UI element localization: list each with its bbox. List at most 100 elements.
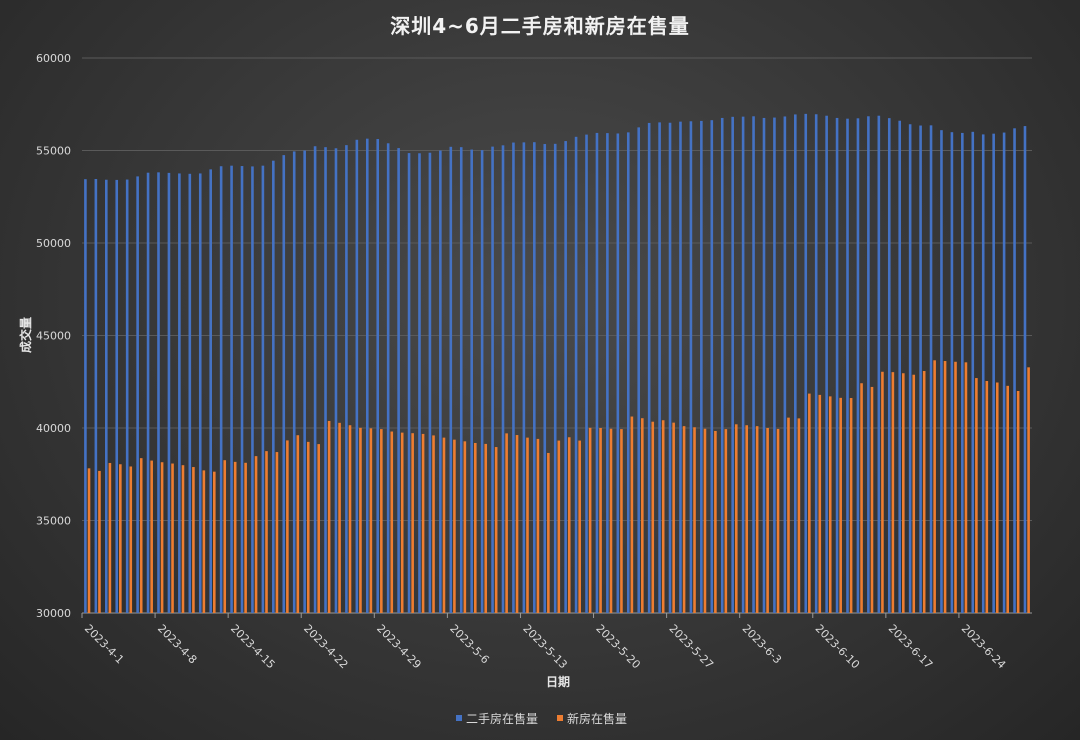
bar-second-hand (898, 120, 902, 613)
bar-second-hand (595, 132, 599, 614)
x-tick-label: 2023-6-17 (886, 622, 935, 671)
bar-second-hand (449, 146, 453, 614)
bar-new-house (536, 438, 540, 613)
bar-second-hand (459, 147, 463, 614)
bar-second-hand (282, 155, 286, 613)
bar-second-hand (720, 117, 724, 613)
y-axis: 30000 35000 40000 45000 50000 55000 60000 (36, 52, 71, 620)
bar-second-hand (251, 166, 254, 613)
bar-second-hand (877, 115, 881, 613)
bar-new-house (745, 425, 749, 613)
x-tick-label: 2023-6-3 (740, 622, 785, 667)
bar-second-hand (585, 134, 588, 613)
y-tick-label: 55000 (36, 145, 71, 158)
bar-second-hand (272, 160, 275, 614)
bar-second-hand (125, 179, 129, 614)
chart-title: 深圳4~6月二手房和新房在售量 (390, 14, 690, 38)
bar-second-hand (146, 172, 150, 613)
bar-new-house (400, 432, 404, 613)
bar-new-house (181, 465, 185, 613)
bar-new-house (306, 441, 310, 613)
x-tick-label: 2023-5-27 (666, 622, 715, 671)
bar-second-hand (104, 179, 108, 614)
bar-new-house (734, 424, 738, 613)
bar-second-hand (313, 146, 317, 613)
bar-new-house (171, 463, 174, 613)
bar-new-house (755, 426, 759, 613)
y-tick-label: 60000 (36, 52, 71, 65)
bar-new-house (995, 382, 999, 613)
bar-new-house (1027, 367, 1030, 613)
bar-new-house (275, 452, 279, 613)
bar-new-house (776, 428, 780, 613)
bar-second-hand (940, 130, 943, 613)
bar-second-hand (188, 173, 192, 613)
bar-new-house (943, 361, 947, 613)
bar-second-hand (501, 145, 505, 613)
bar-second-hand (439, 150, 442, 613)
bar-new-house (1006, 385, 1010, 613)
bar-second-hand (94, 178, 98, 614)
bar-second-hand (428, 152, 432, 613)
bar-second-hand (950, 132, 954, 613)
bar-second-hand (355, 139, 359, 613)
bar-second-hand (762, 117, 766, 613)
bar-new-house (150, 460, 153, 613)
bar-new-house (369, 428, 373, 613)
bar-second-hand (606, 133, 609, 614)
bar-new-house (348, 425, 352, 613)
bar-new-house (505, 433, 508, 613)
bar-second-hand (741, 116, 745, 614)
bar-second-hand (700, 120, 703, 614)
x-tick-label: 2023-4-1 (82, 622, 127, 667)
bar-new-house (119, 464, 122, 613)
bar-new-house (139, 458, 143, 613)
legend-swatch-second-hand (456, 715, 462, 721)
bar-new-house (359, 427, 362, 613)
bar-new-house (912, 374, 916, 613)
bar-new-house (547, 452, 550, 613)
bar-new-house (922, 371, 926, 613)
y-tick-label: 50000 (36, 237, 71, 250)
bar-second-hand (522, 142, 526, 614)
bar-new-house (828, 396, 832, 613)
bar-new-house (954, 361, 957, 613)
bar-new-house (933, 360, 936, 613)
legend: 二手房在售量 新房在售量 (456, 711, 627, 726)
bar-new-house (296, 435, 300, 613)
bar-new-house (860, 383, 863, 613)
bar-second-hand (825, 115, 828, 613)
bar-new-house (630, 416, 634, 613)
bar-second-hand (418, 153, 421, 613)
bar-new-house (244, 462, 247, 613)
bar-new-house (797, 418, 801, 613)
y-tick-label: 30000 (36, 607, 71, 620)
bar-second-hand (856, 118, 860, 613)
bar-second-hand (668, 122, 672, 613)
bar-new-house (975, 378, 978, 613)
y-axis-title: 成交量 (18, 317, 33, 353)
bar-second-hand (710, 120, 714, 613)
bar-second-hand (261, 165, 265, 614)
bar-second-hand (543, 144, 547, 613)
bar-new-house (515, 435, 519, 613)
bar-new-house (609, 428, 613, 613)
bar-second-hand (533, 142, 536, 614)
bar-new-house (129, 466, 133, 613)
bar-new-house (1016, 391, 1020, 613)
bar-new-house (578, 440, 581, 613)
bar-new-house (463, 441, 467, 613)
x-axis: 2023-4-1 2023-4-8 2023-4-15 2023-4-22 2023-4… (81, 613, 1008, 671)
bar-second-hand (887, 118, 891, 613)
bar-new-house (672, 422, 675, 613)
bar-new-house (160, 462, 164, 613)
bar-new-house (808, 393, 811, 613)
bar-new-house (661, 420, 665, 613)
bar-second-hand (961, 132, 964, 614)
bar-second-hand (929, 125, 933, 613)
bar-new-house (870, 386, 874, 613)
bar-new-house (703, 428, 707, 613)
bar-new-house (693, 427, 696, 613)
bar-second-hand (407, 153, 411, 613)
